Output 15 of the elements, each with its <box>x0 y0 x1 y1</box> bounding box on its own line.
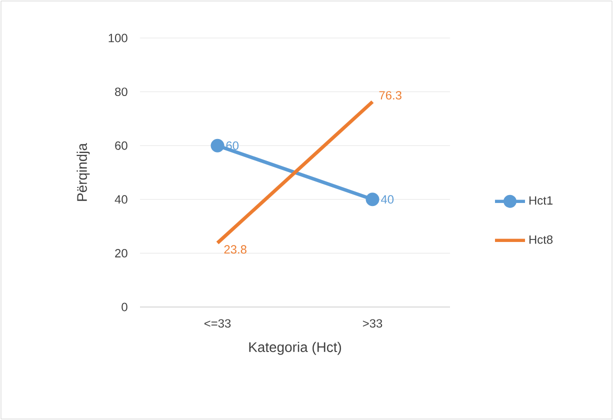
y-tick-label: 40 <box>114 195 128 204</box>
y-tick-label: 20 <box>115 248 128 258</box>
y-tick-label: 60 <box>115 141 128 150</box>
x-tick-label: <=33 <box>204 319 231 328</box>
y-tick-label: 0 <box>122 302 128 312</box>
legend-label: Hct1 <box>529 196 552 205</box>
data-label: 76.3 <box>379 91 402 100</box>
data-label: 23.8 <box>224 245 246 254</box>
y-tick-label: 100 <box>108 34 128 42</box>
x-tick-label: >33 <box>362 319 382 328</box>
x-axis-title: Kategoria (Hct) <box>249 342 342 355</box>
data-label: 40 <box>380 195 394 204</box>
y-tick-label: 80 <box>115 88 128 96</box>
y-axis-title: Përqindja <box>76 143 90 201</box>
legend-label: Hct8 <box>529 235 553 244</box>
